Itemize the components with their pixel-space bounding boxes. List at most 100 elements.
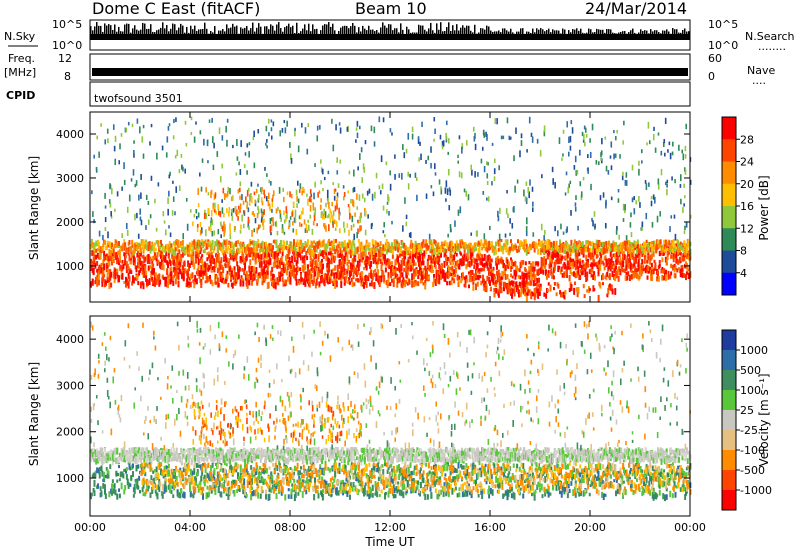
echo-cell (614, 246, 617, 252)
echo-cell (545, 241, 547, 245)
echo-cell (280, 256, 283, 262)
echo-cell (478, 244, 481, 250)
nsky-spike (550, 32, 552, 36)
echo-cell (554, 226, 556, 232)
echo-cell (569, 251, 572, 257)
echo-cell (203, 138, 205, 146)
echo-cell (392, 277, 395, 283)
nsky-spike (92, 30, 94, 36)
echo-cell (513, 155, 515, 162)
echo-cell (144, 265, 147, 271)
echo-cell (108, 257, 111, 261)
echo-cell (167, 197, 169, 204)
nsky-spike (122, 31, 124, 36)
echo-cell (440, 252, 442, 258)
cpid-panel: CPID twofsound 3501 (6, 81, 691, 107)
echo-cell (197, 223, 199, 228)
echo-cell (349, 254, 352, 259)
echo-cell (610, 141, 613, 148)
echo-cell (477, 268, 480, 273)
nsky-spike (632, 28, 634, 36)
echo-cell (124, 260, 127, 266)
echo-cell (660, 168, 663, 176)
echo-cell (306, 271, 309, 278)
echo-cell (268, 242, 271, 247)
echo-cell (172, 196, 175, 202)
echo-cell (95, 166, 98, 171)
nsky-spike (290, 27, 292, 36)
echo-cell (210, 191, 212, 199)
nsky-spike (346, 25, 348, 36)
echo-cell (425, 268, 428, 274)
echo-cell (439, 134, 442, 140)
echo-cell (251, 280, 253, 286)
echo-cell (382, 230, 385, 234)
echo-cell (380, 155, 383, 163)
echo-cell (417, 138, 420, 144)
echo-cell (663, 139, 666, 144)
echo-cell (279, 243, 282, 247)
echo-cell (471, 269, 474, 276)
echo-cell (154, 247, 157, 252)
echo-cell (185, 142, 188, 147)
echo-cell (638, 269, 641, 275)
echo-cell (125, 278, 128, 283)
echo-cell (133, 140, 135, 144)
echo-cell (444, 278, 447, 283)
echo-cell (550, 241, 553, 248)
echo-cell (253, 191, 256, 196)
echo-cell (530, 262, 533, 270)
echo-cell (127, 266, 130, 271)
echo-cell (430, 262, 433, 266)
echo-cell (192, 221, 194, 227)
echo-cell (310, 198, 313, 203)
echo-cell (257, 208, 260, 215)
nsky-spike (194, 25, 196, 36)
echo-cell (190, 257, 193, 265)
echo-cell (524, 292, 526, 297)
echo-cell (364, 208, 366, 212)
echo-cell (193, 136, 196, 143)
echo-cell (237, 270, 240, 277)
echo-cell (383, 274, 386, 282)
echo-cell (515, 281, 518, 287)
echo-cell (145, 275, 148, 282)
nsky-spike (234, 26, 236, 36)
echo-cell (451, 277, 454, 281)
cpid-frame (89, 81, 691, 107)
echo-cell (281, 224, 284, 230)
echo-cell (284, 264, 287, 272)
nsky-spike (150, 24, 152, 36)
echo-cell (349, 270, 352, 277)
echo-cell (335, 200, 338, 206)
echo-cell (478, 255, 481, 259)
echo-cell (650, 242, 652, 248)
echo-cell (577, 225, 579, 231)
echo-cell (255, 267, 258, 274)
echo-cell (138, 194, 140, 201)
echo-cell (285, 206, 288, 213)
echo-cell (371, 254, 374, 260)
echo-cell (232, 195, 234, 201)
echo-cell (496, 257, 498, 263)
echo-cell (531, 275, 533, 281)
echo-cell (426, 260, 429, 268)
nsky-spike (198, 29, 200, 36)
echo-cell (346, 254, 349, 262)
echo-cell (630, 232, 633, 238)
echo-cell (645, 239, 648, 243)
echo-cell (307, 247, 310, 254)
power-colorbar-label: Power [dB] (757, 175, 771, 240)
echo-cell (610, 196, 613, 201)
echo-cell (272, 194, 274, 199)
echo-cell (152, 263, 155, 268)
echo-cell (572, 260, 575, 267)
echo-cell (209, 240, 211, 245)
echo-cell (132, 277, 135, 284)
echo-cell (562, 129, 565, 134)
echo-cell (600, 152, 602, 158)
echo-cell (465, 275, 468, 280)
echo-cell (623, 268, 626, 273)
echo-cell (192, 255, 195, 262)
nsky-spike (160, 27, 162, 36)
